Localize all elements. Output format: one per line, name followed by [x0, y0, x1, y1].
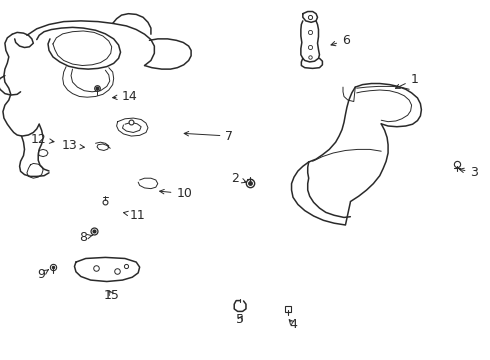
Text: 6: 6: [331, 34, 350, 47]
Text: 11: 11: [123, 209, 146, 222]
Text: 10: 10: [160, 187, 192, 200]
Text: 14: 14: [113, 90, 137, 103]
Text: 5: 5: [236, 313, 244, 326]
Text: 3: 3: [460, 166, 478, 179]
Text: 1: 1: [395, 73, 418, 89]
Text: 15: 15: [104, 289, 120, 302]
Text: 13: 13: [62, 139, 84, 152]
Text: 9: 9: [38, 268, 49, 281]
Text: 4: 4: [289, 318, 297, 330]
Text: 2: 2: [231, 172, 246, 185]
Text: 8: 8: [79, 231, 93, 244]
Text: 7: 7: [184, 130, 233, 143]
Text: 12: 12: [31, 133, 54, 146]
